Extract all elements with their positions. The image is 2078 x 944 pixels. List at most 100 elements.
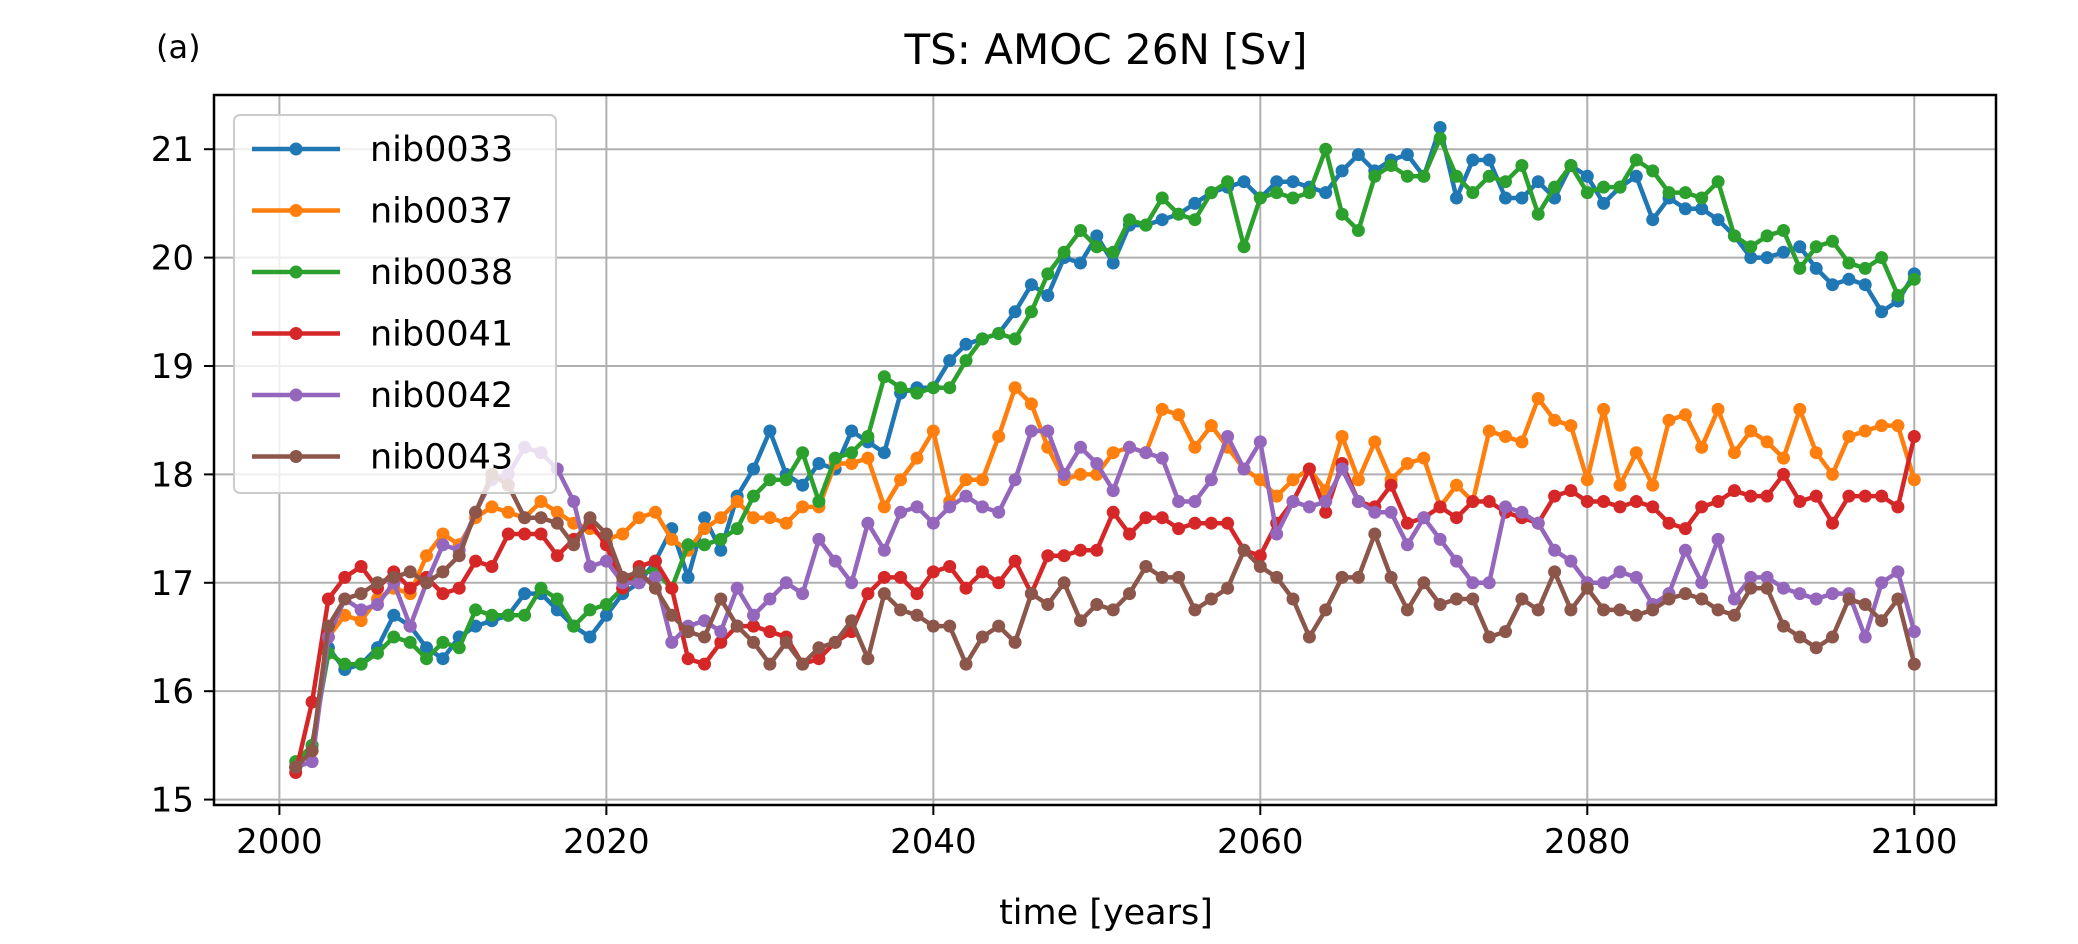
data-point (1155, 213, 1169, 227)
data-point (1123, 213, 1136, 227)
data-point (1793, 495, 1807, 508)
data-point (1139, 446, 1153, 460)
data-point (518, 608, 532, 622)
data-point (518, 587, 532, 601)
data-point (1515, 191, 1529, 205)
data-point (1711, 495, 1725, 508)
data-point (518, 527, 532, 541)
data-point (550, 592, 564, 606)
data-point (1450, 191, 1463, 205)
x-axis-label: time [years] (999, 893, 1213, 933)
data-point (877, 570, 891, 584)
data-point (1499, 430, 1512, 443)
data-point (1842, 256, 1856, 270)
data-point (812, 532, 826, 546)
data-point (1433, 532, 1447, 546)
data-point (877, 500, 891, 514)
data-point (1074, 467, 1087, 481)
data-point (1384, 505, 1398, 519)
data-point (354, 587, 368, 601)
data-point (828, 554, 842, 568)
data-point (1074, 614, 1087, 628)
data-point (1482, 424, 1496, 438)
data-point (1351, 570, 1365, 584)
data-point (828, 635, 842, 649)
data-point (1433, 500, 1447, 514)
data-point (714, 592, 728, 606)
data-point (1106, 603, 1120, 617)
data-point (1891, 592, 1905, 606)
data-point (1188, 213, 1202, 227)
data-point (1433, 121, 1447, 134)
data-point (959, 337, 973, 351)
data-point (1106, 505, 1120, 519)
data-point (1106, 256, 1120, 270)
data-point (1008, 635, 1022, 649)
data-point (599, 608, 613, 622)
data-point (714, 625, 728, 639)
data-point (1074, 543, 1087, 557)
data-point (926, 516, 940, 530)
legend-item: nib0038 (252, 253, 513, 293)
data-point (1139, 511, 1153, 525)
data-point (1400, 516, 1414, 530)
data-point (1400, 457, 1414, 470)
data-point (959, 581, 973, 595)
data-point (648, 554, 662, 568)
data-point (1041, 267, 1055, 281)
legend-label: nib0038 (370, 253, 513, 293)
data-point (1613, 603, 1627, 617)
data-point (1842, 592, 1856, 606)
data-point (894, 603, 908, 617)
data-point (1139, 560, 1153, 573)
data-point (910, 386, 924, 400)
data-point (910, 451, 924, 465)
data-point (1580, 495, 1594, 508)
data-point (779, 473, 793, 487)
data-point (1858, 424, 1872, 438)
data-point (1662, 413, 1676, 427)
data-point (1875, 614, 1889, 628)
data-point (1400, 603, 1414, 617)
data-point (1531, 603, 1545, 617)
data-point (845, 614, 859, 628)
data-point (1646, 164, 1660, 178)
data-point (1793, 587, 1807, 601)
x-tick-label: 2060 (1217, 822, 1304, 862)
data-point (1548, 489, 1562, 503)
data-point (1678, 522, 1692, 536)
data-point (1335, 207, 1349, 221)
data-point (436, 527, 450, 541)
data-point (1074, 224, 1087, 237)
data-point (420, 641, 433, 655)
data-point (1155, 570, 1169, 584)
data-point (1744, 570, 1758, 584)
data-point (436, 652, 450, 666)
data-point (567, 619, 581, 633)
data-point (910, 500, 924, 514)
data-point (1204, 186, 1218, 200)
data-point (1907, 657, 1921, 671)
data-point (845, 446, 859, 460)
data-point (1793, 240, 1807, 254)
legend-label: nib0042 (370, 376, 513, 416)
data-point (1106, 446, 1120, 460)
data-point (1711, 603, 1725, 617)
data-point (1875, 489, 1889, 503)
x-tick-label: 2100 (1871, 822, 1958, 862)
data-point (1417, 576, 1431, 590)
series-line (294, 472, 1917, 769)
data-point (877, 446, 891, 460)
data-point (861, 516, 875, 530)
data-point (567, 538, 581, 552)
data-point (779, 576, 793, 590)
data-point (845, 457, 859, 470)
data-point (730, 581, 744, 595)
data-point (926, 619, 940, 633)
y-tick-label: 17 (151, 564, 194, 604)
data-point (1580, 186, 1594, 200)
legend-item: nib0037 (252, 192, 513, 232)
data-point (1351, 224, 1365, 237)
data-point (1139, 218, 1153, 232)
chart-title: TS: AMOC 26N [Sv] (903, 25, 1307, 74)
